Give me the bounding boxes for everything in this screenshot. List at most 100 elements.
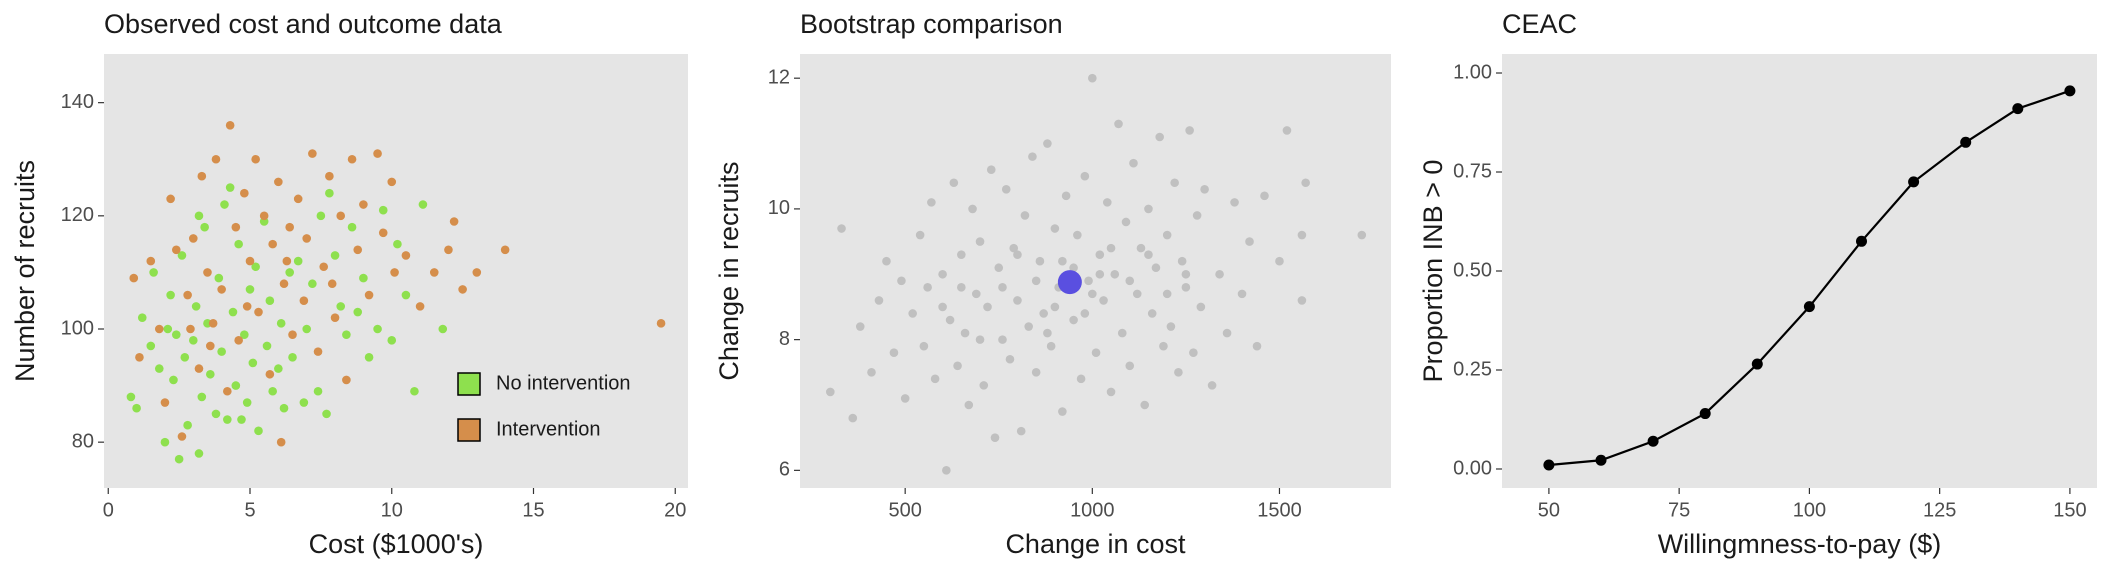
point bbox=[975, 237, 985, 246]
point bbox=[975, 335, 985, 344]
point bbox=[265, 296, 275, 306]
point bbox=[949, 178, 959, 188]
x-tick-label: 1000 bbox=[1070, 499, 1115, 521]
point bbox=[322, 409, 331, 419]
point bbox=[254, 426, 263, 436]
point bbox=[373, 149, 382, 158]
point bbox=[288, 330, 297, 339]
point bbox=[223, 386, 232, 396]
point bbox=[299, 398, 309, 407]
point bbox=[1301, 178, 1310, 188]
point bbox=[882, 256, 891, 266]
point bbox=[359, 200, 368, 209]
point bbox=[418, 200, 428, 209]
point bbox=[177, 251, 187, 260]
point bbox=[373, 324, 382, 334]
point bbox=[194, 211, 204, 221]
point bbox=[1028, 152, 1037, 161]
point bbox=[908, 309, 917, 318]
point bbox=[855, 322, 865, 331]
point bbox=[1035, 256, 1045, 266]
x-tick-label: 15 bbox=[522, 499, 544, 521]
y-tick-label: 0.75 bbox=[1453, 160, 1492, 182]
point bbox=[1016, 426, 1026, 436]
point bbox=[274, 364, 283, 373]
point bbox=[1001, 184, 1011, 194]
point bbox=[214, 273, 224, 283]
point bbox=[848, 413, 858, 423]
point bbox=[330, 313, 340, 322]
point bbox=[302, 234, 311, 243]
point bbox=[248, 358, 258, 368]
point bbox=[1192, 211, 1202, 220]
point bbox=[231, 222, 241, 232]
legend-key bbox=[457, 418, 481, 442]
point bbox=[1207, 381, 1217, 390]
point bbox=[942, 466, 951, 475]
point bbox=[336, 302, 346, 311]
point bbox=[347, 222, 357, 232]
point bbox=[217, 285, 226, 294]
point bbox=[1050, 224, 1060, 233]
point bbox=[1080, 171, 1090, 181]
point bbox=[964, 400, 974, 410]
point bbox=[1185, 126, 1194, 135]
point bbox=[308, 279, 317, 289]
point bbox=[254, 307, 263, 317]
point bbox=[378, 205, 388, 215]
point bbox=[160, 398, 170, 407]
point bbox=[1647, 435, 1659, 447]
point bbox=[203, 268, 212, 277]
y-tick-label: 140 bbox=[61, 91, 94, 113]
point bbox=[228, 307, 238, 317]
x-axis-label: Cost ($1000's) bbox=[309, 529, 484, 559]
point bbox=[211, 154, 221, 164]
point bbox=[1357, 230, 1367, 240]
chart-title: CEAC bbox=[1502, 9, 1577, 39]
point bbox=[923, 283, 932, 292]
point bbox=[342, 330, 351, 339]
point bbox=[319, 262, 329, 272]
point bbox=[1908, 176, 1920, 188]
point bbox=[1095, 250, 1105, 259]
legend-label: Intervention bbox=[496, 418, 601, 440]
y-tick-label: 6 bbox=[779, 459, 790, 481]
point bbox=[500, 245, 510, 255]
point bbox=[302, 324, 311, 334]
point bbox=[135, 352, 144, 362]
point bbox=[1237, 289, 1247, 299]
point bbox=[1088, 289, 1097, 299]
point bbox=[242, 398, 252, 407]
point bbox=[191, 302, 201, 311]
point bbox=[154, 364, 164, 373]
chart-title: Bootstrap comparison bbox=[800, 9, 1063, 39]
point bbox=[336, 211, 346, 221]
point bbox=[957, 283, 966, 292]
plot-background bbox=[800, 54, 1391, 488]
point bbox=[194, 449, 204, 458]
point bbox=[1080, 309, 1090, 318]
point bbox=[279, 403, 289, 413]
point bbox=[197, 392, 207, 402]
legend-key bbox=[457, 372, 481, 396]
mean-point bbox=[1057, 270, 1082, 295]
point bbox=[1132, 289, 1142, 299]
point bbox=[1215, 269, 1224, 279]
point bbox=[1189, 348, 1198, 358]
point bbox=[983, 302, 992, 312]
point bbox=[364, 290, 374, 300]
point bbox=[1110, 269, 1120, 279]
point bbox=[1177, 256, 1187, 266]
point bbox=[146, 341, 156, 351]
point bbox=[259, 211, 269, 221]
point bbox=[197, 171, 207, 181]
y-tick-label: 8 bbox=[779, 328, 790, 350]
point bbox=[174, 454, 184, 464]
x-tick-label: 1500 bbox=[1257, 499, 1302, 521]
point bbox=[438, 324, 448, 334]
point bbox=[1147, 309, 1157, 318]
point bbox=[364, 352, 374, 362]
point bbox=[146, 256, 156, 266]
point bbox=[149, 268, 158, 277]
point bbox=[1252, 341, 1262, 351]
